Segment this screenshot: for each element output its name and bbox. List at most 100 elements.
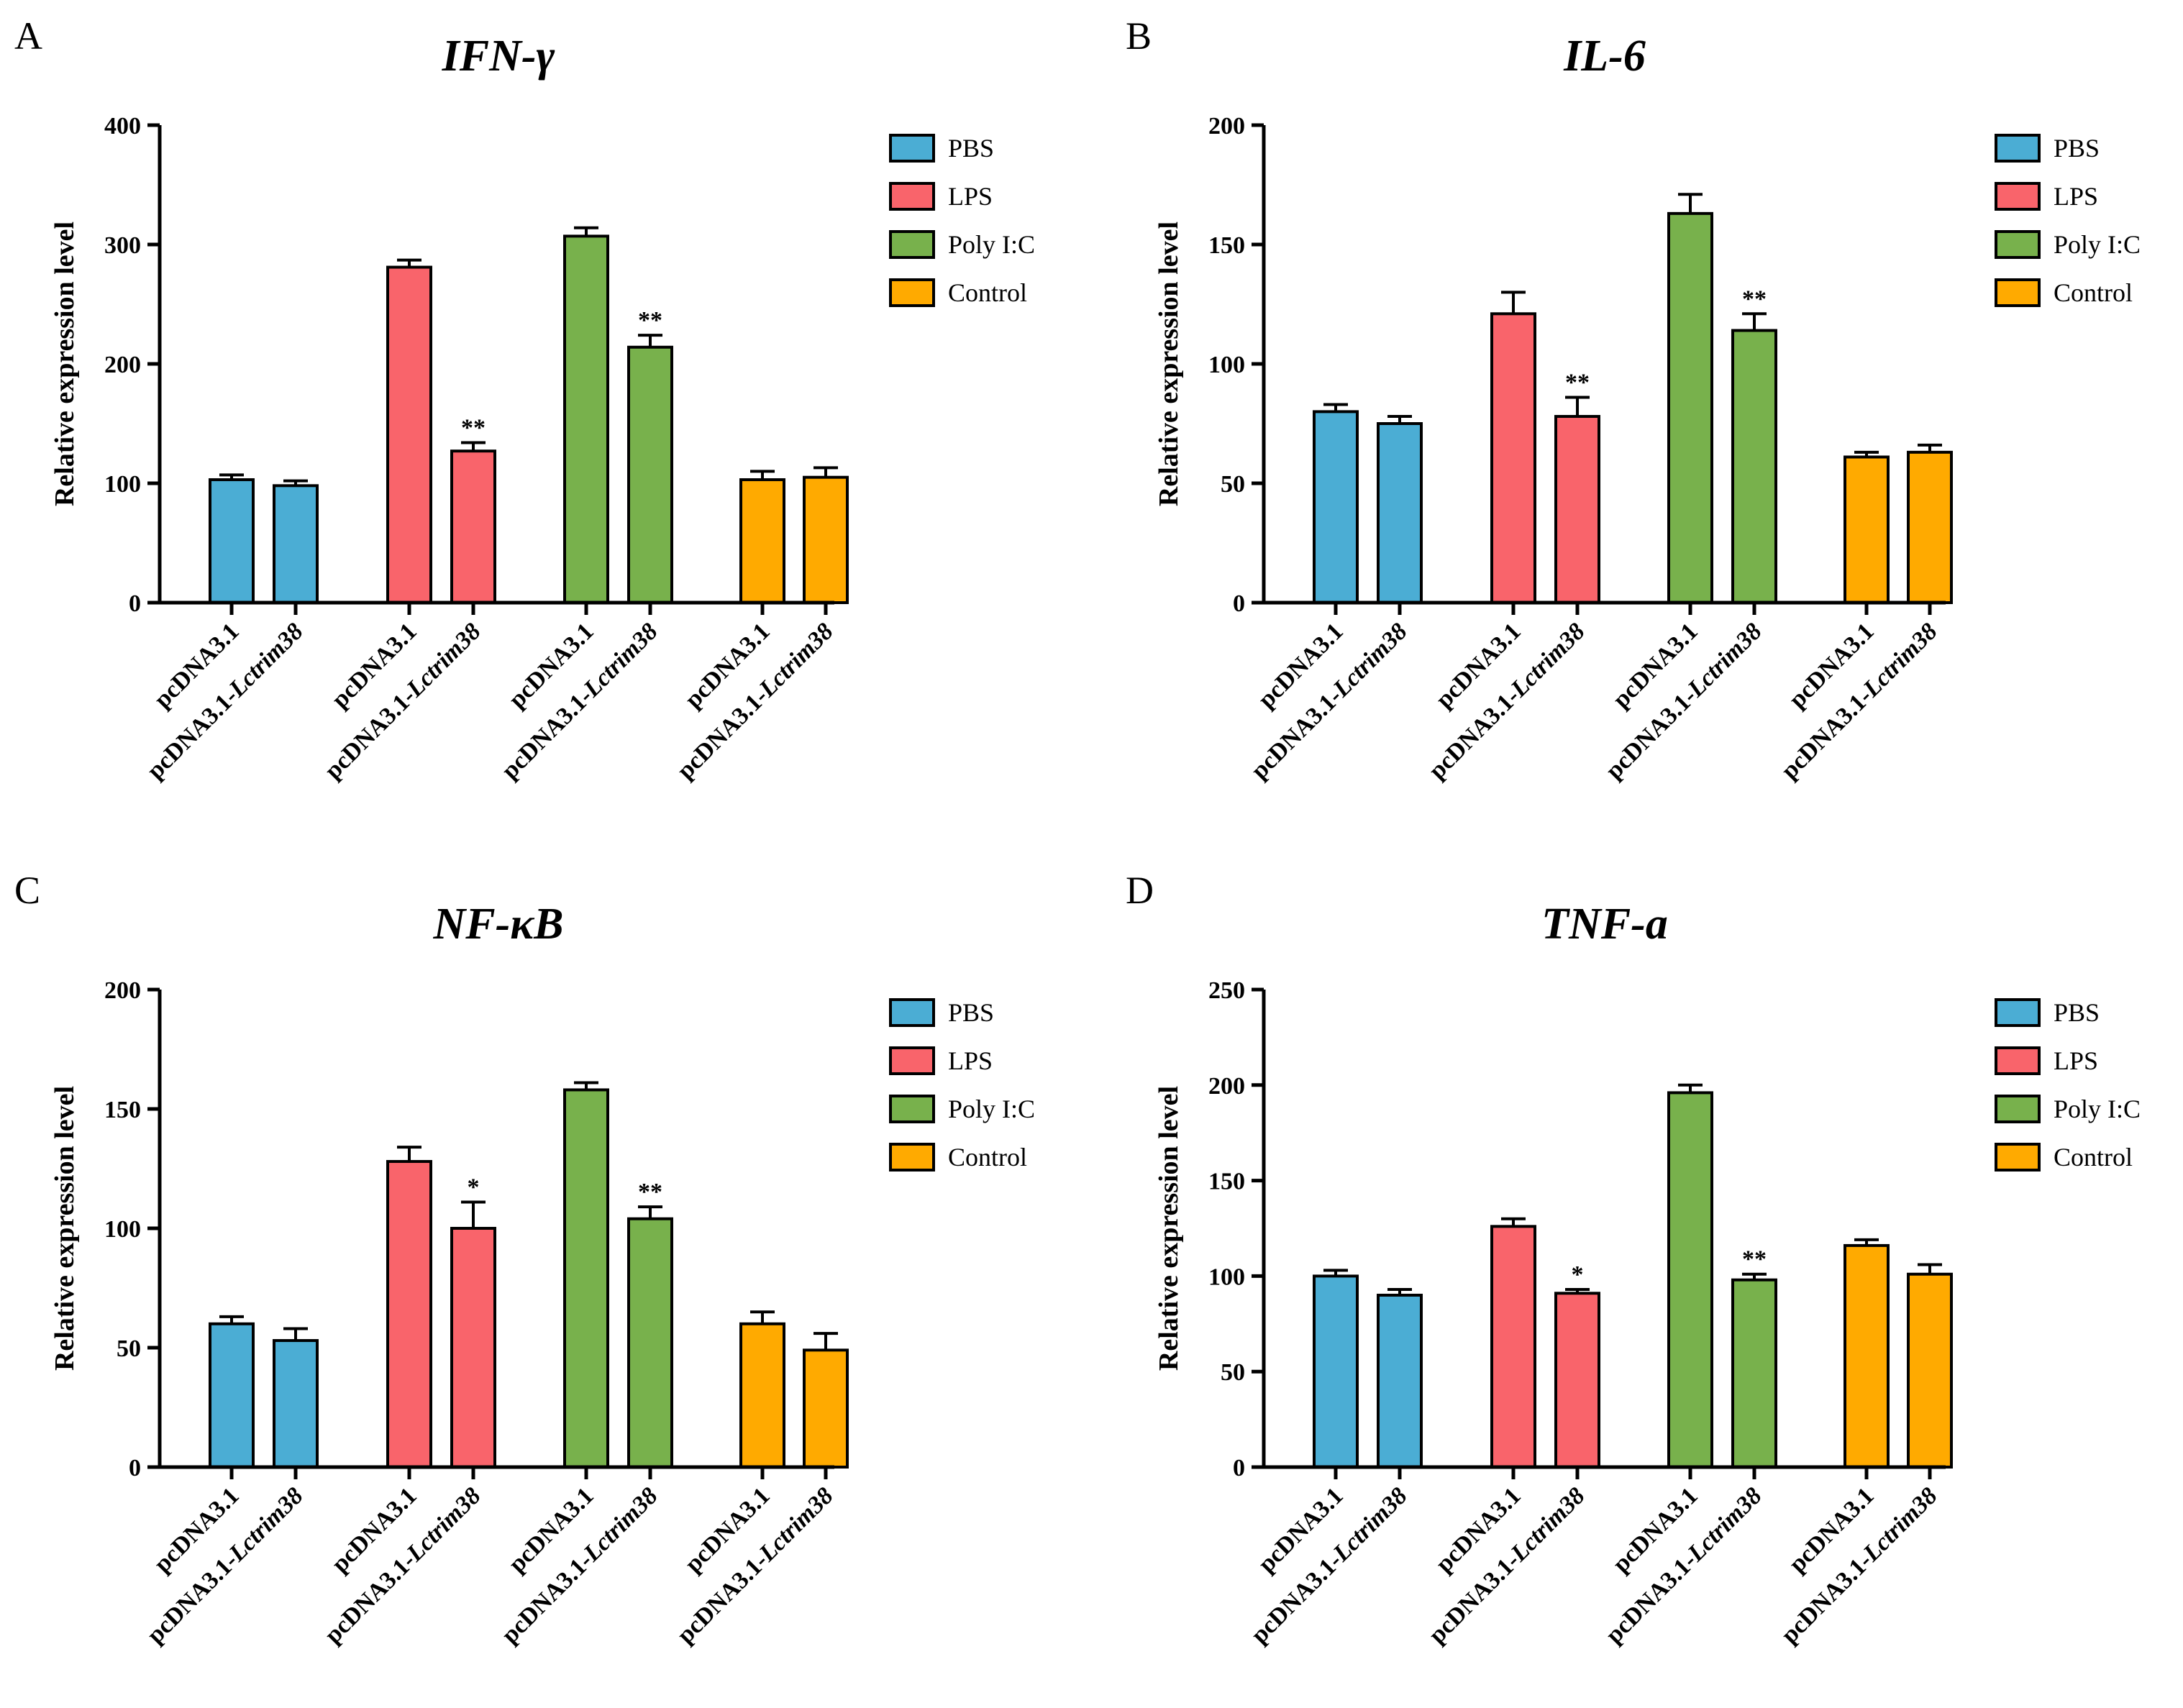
legend-swatch (1995, 134, 2041, 163)
error-bar (1565, 396, 1590, 417)
legend-swatch (889, 182, 935, 211)
error-bar (814, 466, 838, 478)
error-bar (1323, 1269, 1348, 1277)
axes (1262, 990, 1946, 1469)
legend-swatch (1995, 278, 2041, 307)
y-tick-label: 100 (104, 1216, 141, 1243)
legend-label: Control (2054, 1143, 2133, 1172)
error-bar (1854, 1238, 1879, 1246)
panel-letter: C (14, 869, 40, 912)
significance-label: ** (1742, 1246, 1767, 1273)
bar-poly-i-c-pcdna3-1 (563, 1088, 609, 1469)
error-bar (750, 1310, 775, 1324)
bar-pbs-pcdna3-1 (1313, 410, 1359, 605)
axes (158, 125, 834, 605)
significance-label: ** (1742, 286, 1767, 312)
legend-swatch (889, 1046, 935, 1075)
error-bar (574, 1081, 598, 1090)
bar-poly-i-c-pcdna3-1 (1667, 211, 1713, 604)
legend-swatch (1995, 1095, 2041, 1123)
y-tick-label: 200 (1208, 113, 1245, 140)
legend-label: PBS (2054, 998, 2100, 1027)
legend: PBS LPS Poly I:C Control (1995, 998, 2141, 1172)
chart-title: NF-κB (433, 900, 564, 949)
legend-swatch (1995, 1046, 2041, 1075)
y-axis-label: Relative expression level (1154, 1086, 1184, 1371)
legend-label: LPS (948, 182, 993, 211)
y-tick-label: 300 (104, 232, 141, 259)
error-bar (1565, 1287, 1590, 1294)
chart-panel-b: B IL-6 ** ** 0 50 100 150 200 Relative expression… (1126, 14, 2141, 785)
legend-swatch (889, 230, 935, 259)
error-bar (814, 1332, 838, 1351)
error-bar (397, 1146, 421, 1162)
error-bar (1501, 1217, 1526, 1227)
bar-lps-lctrim38 (1554, 415, 1600, 604)
legend-label: PBS (948, 134, 994, 163)
significance-label: ** (638, 307, 662, 334)
bar-poly-i-c-lctrim38 (1731, 1278, 1777, 1469)
error-bar (1387, 1287, 1412, 1295)
significance-label: ** (1565, 369, 1590, 396)
y-tick-label: 400 (104, 113, 141, 140)
legend-label: Control (948, 278, 1027, 307)
legend-swatch (1995, 1143, 2041, 1172)
bar-poly-i-c-lctrim38 (1731, 329, 1777, 604)
y-tick-label: 250 (1208, 977, 1245, 1004)
legend-label: LPS (2054, 1046, 2098, 1075)
legend-label: Poly I:C (2054, 230, 2141, 259)
y-tick-label: 200 (104, 352, 141, 378)
error-bar (1501, 291, 1526, 314)
legend-label: Poly I:C (2054, 1095, 2141, 1123)
axes (158, 990, 834, 1469)
legend-swatch (1995, 998, 2041, 1027)
legend: PBS LPS Poly I:C Control (1995, 134, 2141, 307)
error-bar (283, 1327, 308, 1341)
legend-label: PBS (948, 998, 994, 1027)
bar-poly-i-c-pcdna3-1 (1667, 1091, 1713, 1469)
chart-panel-a: A IFN-γ ** ** 0 100 200 300 400 Relative expressi… (14, 14, 1035, 785)
error-bar (283, 479, 308, 486)
legend-label: Poly I:C (948, 1095, 1035, 1123)
error-bar (461, 1200, 486, 1228)
bar-poly-i-c-lctrim38 (627, 345, 673, 604)
significance-label: ** (461, 415, 486, 442)
chart-title: TNF-a (1541, 900, 1668, 949)
error-bar (638, 334, 662, 347)
legend-swatch (889, 998, 935, 1027)
y-tick-label: 0 (1233, 590, 1245, 617)
y-tick-label: 100 (1208, 1264, 1245, 1290)
chart-title: IFN-γ (442, 32, 555, 81)
bar-control-pcdna3-1 (739, 1322, 785, 1469)
error-bar (1742, 312, 1767, 331)
y-tick-label: 200 (104, 977, 141, 1004)
bar-lps-pcdna3-1 (1490, 1225, 1536, 1469)
y-axis-label: Relative expression level (1154, 222, 1184, 506)
bar-pbs-pcdna3-1 (209, 1322, 255, 1469)
legend-swatch (889, 278, 935, 307)
bar-lps-pcdna3-1 (386, 1160, 432, 1469)
legend-swatch (889, 134, 935, 163)
legend-label: LPS (2054, 182, 2098, 211)
y-tick-label: 50 (117, 1335, 141, 1362)
bar-control-lctrim38 (1907, 1272, 1953, 1469)
bar-lps-lctrim38 (1554, 1292, 1600, 1469)
error-bar (461, 441, 486, 452)
y-tick-label: 0 (129, 1455, 141, 1481)
error-bar (574, 226, 598, 237)
y-tick-label: 150 (1208, 232, 1245, 259)
y-tick-label: 0 (129, 590, 141, 617)
bar-control-lctrim38 (1907, 450, 1953, 605)
legend-swatch (889, 1143, 935, 1172)
error-bar (1742, 1272, 1767, 1280)
legend-label: Control (948, 1143, 1027, 1172)
error-bar (397, 258, 421, 268)
panel-letter: B (1126, 14, 1152, 58)
error-bar (1918, 1263, 1942, 1274)
error-bar (219, 473, 244, 480)
legend-label: PBS (2054, 134, 2100, 163)
axes (1262, 125, 1946, 605)
